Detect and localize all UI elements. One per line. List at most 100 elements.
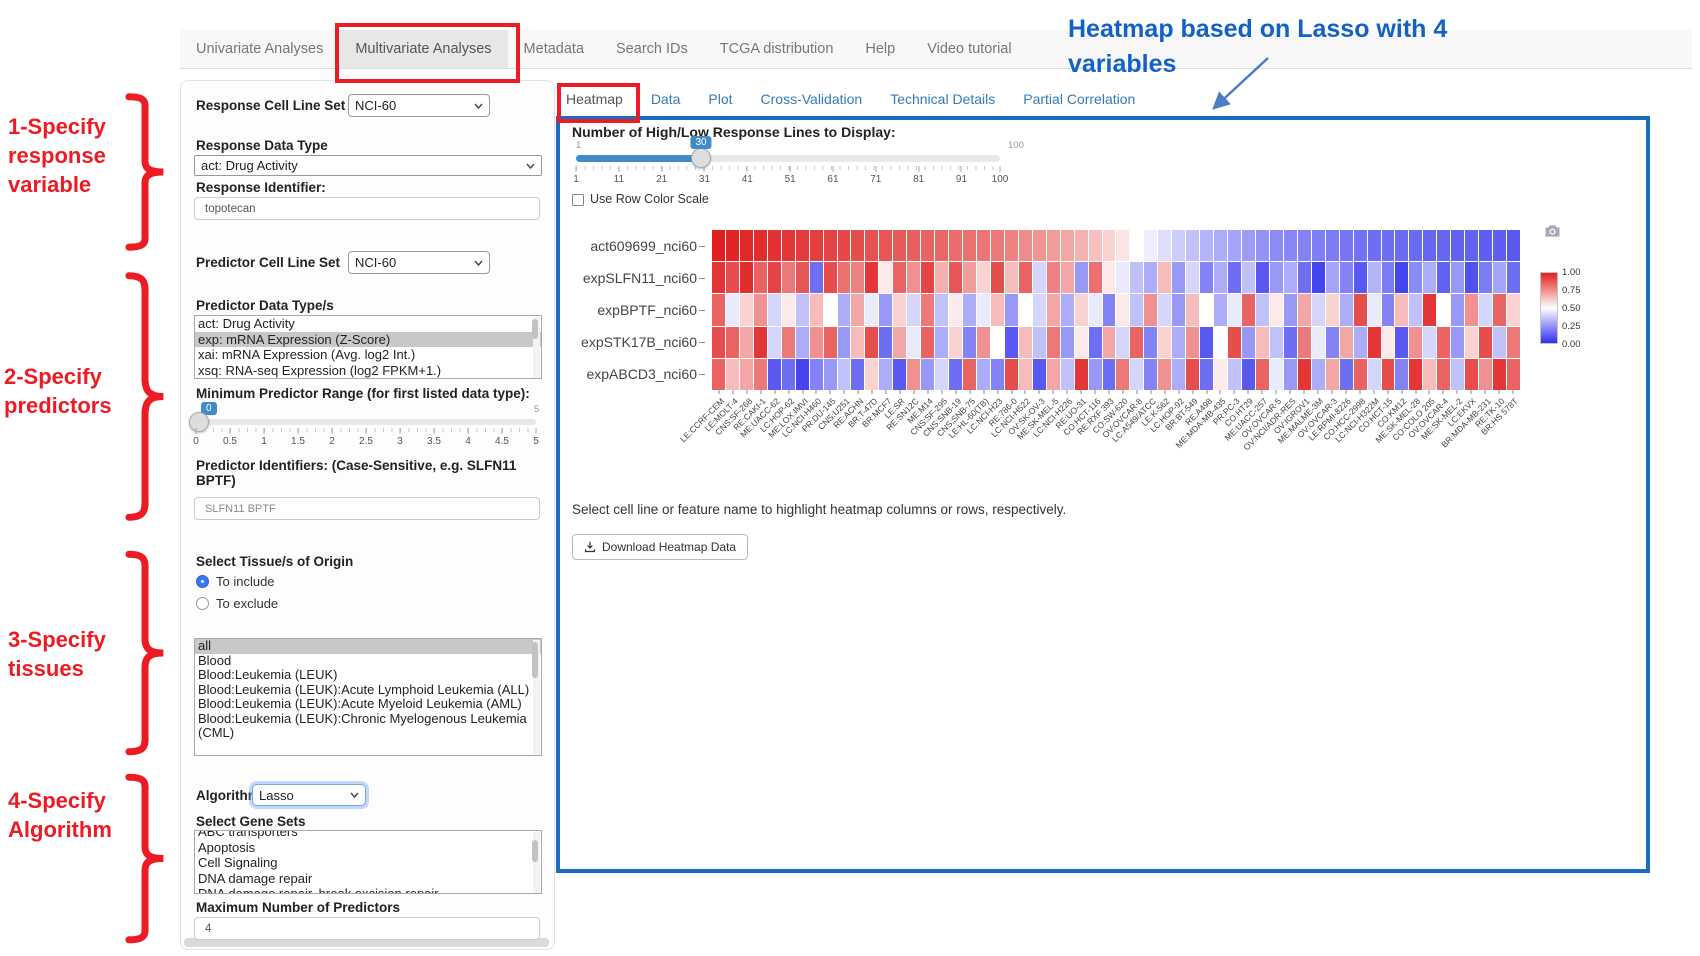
- tab-data[interactable]: Data: [650, 91, 681, 107]
- heatmap-cell-r4-c12[interactable]: [879, 358, 893, 390]
- heatmap-cell-r1-c6[interactable]: [795, 262, 809, 294]
- heatmap-cell-r2-c36[interactable]: [1214, 294, 1228, 326]
- heatmap-cell-r4-c29[interactable]: [1116, 358, 1130, 390]
- heatmap-cell-r2-c25[interactable]: [1060, 294, 1074, 326]
- heatmap-cell-r0-c17[interactable]: [949, 230, 963, 262]
- heatmap-cell-r1-c53[interactable]: [1451, 262, 1465, 294]
- heatmap-cell-r1-c29[interactable]: [1116, 262, 1130, 294]
- heatmap-cell-r4-c54[interactable]: [1465, 358, 1479, 390]
- heatmap-cell-r3-c34[interactable]: [1186, 326, 1200, 358]
- heatmap-cell-r4-c18[interactable]: [963, 358, 977, 390]
- heatmap-cell-r0-c51[interactable]: [1423, 230, 1437, 262]
- heatmap-cell-r4-c45[interactable]: [1339, 358, 1353, 390]
- heatmap-cell-r0-c42[interactable]: [1297, 230, 1311, 262]
- heatmap-cell-r4-c30[interactable]: [1130, 358, 1144, 390]
- heatmap-cell-r1-c2[interactable]: [739, 262, 753, 294]
- heatmap-cell-r2-c44[interactable]: [1325, 294, 1339, 326]
- heatmap-cell-r3-c5[interactable]: [781, 326, 795, 358]
- response-cell-line-set-select[interactable]: NCI-60: [348, 94, 490, 117]
- heatmap-cell-r3-c28[interactable]: [1102, 326, 1116, 358]
- heatmap-cell-r4-c2[interactable]: [739, 358, 753, 390]
- heatmap-cell-r3-c23[interactable]: [1032, 326, 1046, 358]
- tissue-include-label[interactable]: To include: [216, 574, 275, 589]
- heatmap-cell-r1-c25[interactable]: [1060, 262, 1074, 294]
- heatmap-cell-r4-c17[interactable]: [949, 358, 963, 390]
- heatmap-cell-r2-c45[interactable]: [1339, 294, 1353, 326]
- heatmap-cell-r2-c18[interactable]: [963, 294, 977, 326]
- heatmap-cell-r1-c28[interactable]: [1102, 262, 1116, 294]
- heatmap-cell-r1-c14[interactable]: [907, 262, 921, 294]
- heatmap-cell-r2-c20[interactable]: [990, 294, 1004, 326]
- heatmap-cell-r0-c44[interactable]: [1325, 230, 1339, 262]
- heatmap-cell-r3-c15[interactable]: [921, 326, 935, 358]
- heatmap-cell-r3-c9[interactable]: [837, 326, 851, 358]
- heatmap-cell-r0-c19[interactable]: [977, 230, 990, 262]
- list-item-xsq-rna-seq-expression-log2-fpkm-1[interactable]: xsq: RNA-seq Expression (log2 FPKM+1.): [198, 362, 442, 378]
- tissue-exclude-label[interactable]: To exclude: [216, 596, 279, 611]
- heatmap-cell-r3-c0[interactable]: [712, 326, 725, 358]
- list-item-blood-leukemia-leuk-acute-lymphoid-leuke[interactable]: Blood:Leukemia (LEUK):Acute Lymphoid Leu…: [198, 681, 530, 697]
- heatmap-cell-r3-c38[interactable]: [1242, 326, 1255, 358]
- heatmap-cell-r3-c51[interactable]: [1423, 326, 1437, 358]
- heatmap-cell-r4-c4[interactable]: [767, 358, 781, 390]
- heatmap-cell-r3-c19[interactable]: [977, 326, 990, 358]
- heatmap-cell-r2-c16[interactable]: [935, 294, 949, 326]
- heatmap-cell-r0-c9[interactable]: [837, 230, 851, 262]
- heatmap-cell-r2-c22[interactable]: [1018, 294, 1032, 326]
- heatmap-cell-r4-c20[interactable]: [990, 358, 1004, 390]
- heatmap-cell-r2-c7[interactable]: [809, 294, 823, 326]
- heatmap-cell-r3-c16[interactable]: [935, 326, 949, 358]
- heatmap-cell-r4-c51[interactable]: [1423, 358, 1437, 390]
- heatmap-cell-r2-c52[interactable]: [1437, 294, 1451, 326]
- response-identifier-input[interactable]: topotecan: [194, 197, 540, 220]
- heatmap-cell-r0-c31[interactable]: [1144, 230, 1158, 262]
- heatmap-cell-r1-c37[interactable]: [1228, 262, 1242, 294]
- heatmap-cell-r4-c44[interactable]: [1325, 358, 1339, 390]
- heatmap-cell-r2-c5[interactable]: [781, 294, 795, 326]
- display-slider-handle[interactable]: [691, 148, 711, 168]
- heatmap-cell-r4-c8[interactable]: [823, 358, 837, 390]
- heatmap-cell-r3-c27[interactable]: [1088, 326, 1102, 358]
- predictor-cell-line-set-select[interactable]: NCI-60: [348, 251, 490, 274]
- heatmap-cell-r2-c32[interactable]: [1158, 294, 1172, 326]
- heatmap-cell-r1-c7[interactable]: [809, 262, 823, 294]
- heatmap-cell-r2-c21[interactable]: [1004, 294, 1018, 326]
- heatmap-cell-r2-c39[interactable]: [1255, 294, 1269, 326]
- heatmap-cell-r1-c45[interactable]: [1339, 262, 1353, 294]
- heatmap-cell-r3-c33[interactable]: [1172, 326, 1186, 358]
- heatmap-cell-r0-c5[interactable]: [781, 230, 795, 262]
- heatmap-cell-r0-c39[interactable]: [1255, 230, 1269, 262]
- nav-item-metadata[interactable]: Metadata: [523, 41, 585, 57]
- heatmap-cell-r0-c36[interactable]: [1214, 230, 1228, 262]
- heatmap-cell-r3-c22[interactable]: [1018, 326, 1032, 358]
- list-item-abc-transporters[interactable]: ABC transporters: [198, 830, 298, 839]
- heatmap-cell-r1-c39[interactable]: [1255, 262, 1269, 294]
- heatmap-cell-r4-c53[interactable]: [1451, 358, 1465, 390]
- heatmap-cell-r2-c19[interactable]: [977, 294, 990, 326]
- heatmap-cell-r0-c15[interactable]: [921, 230, 935, 262]
- heatmap-cell-r2-c46[interactable]: [1353, 294, 1367, 326]
- tissue-exclude-radio[interactable]: [196, 597, 209, 610]
- heatmap-cell-r3-c21[interactable]: [1004, 326, 1018, 358]
- heatmap-cell-r3-c56[interactable]: [1493, 326, 1507, 358]
- heatmap-cell-r2-c47[interactable]: [1367, 294, 1381, 326]
- heatmap-cell-r4-c15[interactable]: [921, 358, 935, 390]
- heatmap-cell-r3-c10[interactable]: [851, 326, 865, 358]
- heatmap-cell-r3-c4[interactable]: [767, 326, 781, 358]
- heatmap-cell-r4-c28[interactable]: [1102, 358, 1116, 390]
- heatmap-cell-r0-c40[interactable]: [1269, 230, 1283, 262]
- heatmap-cell-r3-c53[interactable]: [1451, 326, 1465, 358]
- heatmap-cell-r4-c41[interactable]: [1283, 358, 1297, 390]
- heatmap-cell-r2-c55[interactable]: [1479, 294, 1493, 326]
- scrollbar[interactable]: [532, 317, 540, 378]
- heatmap-cell-r3-c43[interactable]: [1311, 326, 1325, 358]
- heatmap-cell-r4-c22[interactable]: [1018, 358, 1032, 390]
- heatmap-cell-r4-c35[interactable]: [1200, 358, 1214, 390]
- heatmap-cell-r4-c48[interactable]: [1381, 358, 1395, 390]
- heatmap-cell-r3-c17[interactable]: [949, 326, 963, 358]
- heatmap-cell-r0-c33[interactable]: [1172, 230, 1186, 262]
- heatmap-cell-r4-c0[interactable]: [712, 358, 725, 390]
- heatmap-cell-r0-c14[interactable]: [907, 230, 921, 262]
- heatmap-cell-r3-c6[interactable]: [795, 326, 809, 358]
- heatmap-cell-r3-c3[interactable]: [753, 326, 767, 358]
